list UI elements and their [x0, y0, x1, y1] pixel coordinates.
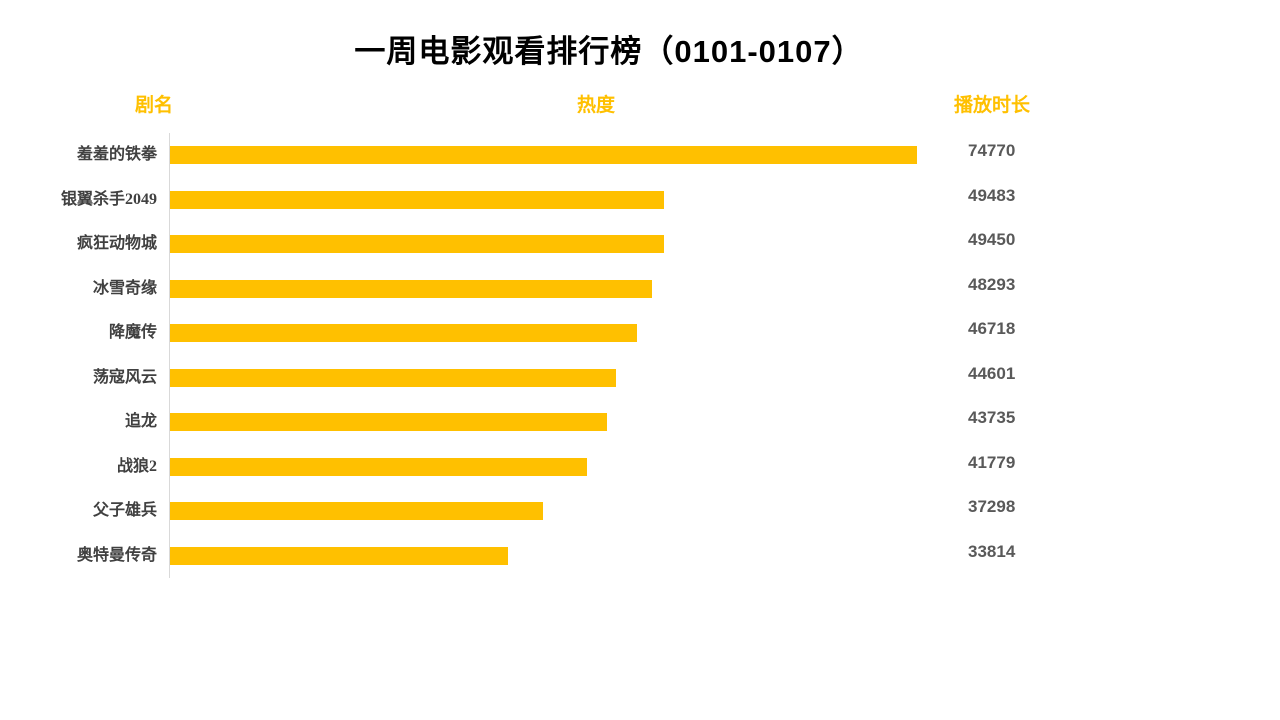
- chart-title: 一周电影观看排行榜（0101-0107）: [354, 34, 864, 69]
- y-axis-line: [169, 133, 170, 578]
- heat-bar: [170, 146, 917, 165]
- heat-bar: [170, 546, 508, 565]
- chart-row: 父子雄兵 37298: [0, 489, 1280, 534]
- chart-row: 降魔传 46718: [0, 311, 1280, 356]
- chart-row: 追龙 43735: [0, 400, 1280, 445]
- heat-bar: [170, 457, 587, 476]
- heat-bar: [170, 279, 652, 298]
- duration-value: 33814: [968, 541, 1016, 561]
- duration-value: 46718: [968, 319, 1016, 338]
- category-label: 战狼2: [116, 457, 157, 475]
- heat-bar: [170, 324, 637, 343]
- column-header-name: 剧名: [134, 95, 173, 116]
- duration-value: 49483: [968, 185, 1016, 205]
- chart-row: 荡寇风云 44601: [0, 356, 1280, 401]
- heat-bar: [170, 413, 607, 432]
- category-label: 降魔传: [108, 324, 157, 341]
- heat-bar: [170, 190, 664, 209]
- chart-row: 羞羞的铁拳 74770: [0, 133, 1280, 178]
- chart-row: 银翼杀手2049 49483: [0, 178, 1280, 223]
- duration-value: 74770: [968, 141, 1016, 160]
- category-label: 疯狂动物城: [76, 235, 157, 252]
- duration-value: 37298: [968, 497, 1016, 516]
- category-label: 奥特曼传奇: [76, 546, 157, 564]
- duration-value: 43735: [968, 408, 1016, 427]
- category-label: 羞羞的铁拳: [76, 146, 157, 163]
- heat-bar: [170, 235, 664, 254]
- duration-value: 44601: [968, 363, 1016, 383]
- plot-area: 羞羞的铁拳 74770 银翼杀手2049 49483 疯狂动物城 49450 冰雪奇缘 482…: [0, 133, 1280, 578]
- heat-bar: [170, 368, 616, 387]
- category-label: 冰雪奇缘: [92, 279, 157, 297]
- heat-bar: [170, 502, 543, 521]
- duration-value: 41779: [968, 452, 1016, 472]
- chart-row: 战狼2 41779: [0, 445, 1280, 490]
- chart-row: 疯狂动物城 49450: [0, 222, 1280, 267]
- category-label: 银翼杀手2049: [60, 190, 157, 208]
- duration-value: 48293: [968, 274, 1016, 294]
- category-label: 父子雄兵: [92, 502, 157, 519]
- duration-value: 49450: [968, 230, 1016, 249]
- chart-row: 冰雪奇缘 48293: [0, 267, 1280, 312]
- column-header-heat: 热度: [576, 95, 615, 116]
- category-label: 荡寇风云: [92, 368, 157, 386]
- category-label: 追龙: [124, 413, 157, 430]
- chart-row: 奥特曼传奇 33814: [0, 534, 1280, 579]
- column-header-duration: 播放时长: [953, 95, 1030, 116]
